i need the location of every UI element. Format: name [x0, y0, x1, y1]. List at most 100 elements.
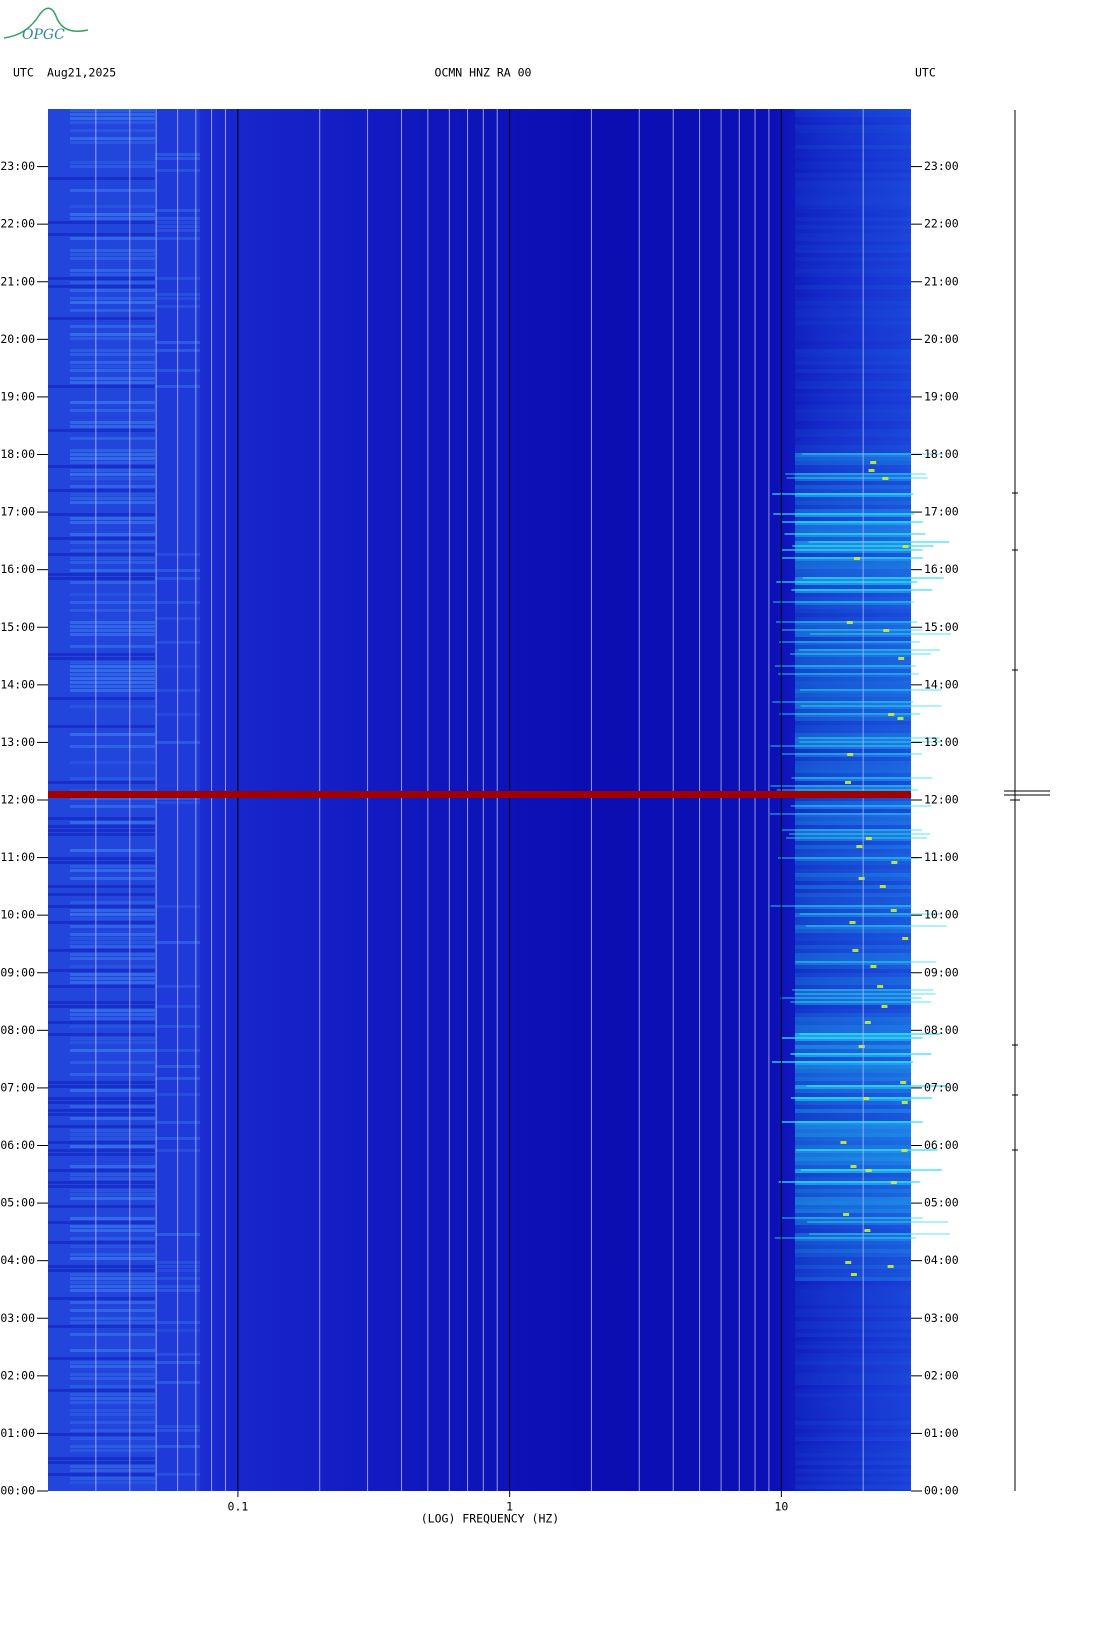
texture-noise [795, 733, 911, 737]
texture-noise [795, 1225, 911, 1229]
texture-hotspot [891, 861, 898, 864]
texture-noise [795, 165, 911, 169]
texture-hotspot [843, 1213, 850, 1216]
texture-noise [795, 957, 911, 961]
texture-hotspot [849, 921, 856, 924]
texture-noise [772, 601, 914, 603]
texture-noise [795, 313, 911, 317]
texture-noise [795, 1349, 911, 1353]
texture-noise [791, 777, 933, 779]
texture-stripe [70, 369, 155, 372]
texture-stripe [70, 933, 155, 936]
texture-noise [795, 1333, 911, 1337]
y-tick-label: 02:00 [0, 1368, 35, 1382]
texture-hotspot [902, 545, 909, 548]
texture-stripe [48, 1297, 155, 1300]
texture-noise [795, 1421, 911, 1425]
texture-stripe [70, 1361, 155, 1364]
texture-noise [795, 1481, 911, 1485]
texture-hotspot [868, 469, 875, 472]
texture-noise [795, 853, 911, 857]
texture-stripe [70, 449, 155, 452]
texture-noise [795, 213, 911, 217]
texture-noise [795, 1305, 911, 1309]
texture-noise [795, 341, 911, 345]
texture-stripe [70, 669, 155, 672]
texture-noise [795, 185, 911, 189]
texture-stripe [70, 1073, 155, 1076]
texture-noise [795, 421, 911, 425]
texture-noise [795, 1429, 911, 1433]
texture-stripe [70, 1429, 155, 1432]
texture-noise [795, 633, 911, 637]
texture-stripe [70, 121, 155, 124]
texture-noise [795, 1237, 911, 1241]
texture-noise [778, 857, 920, 859]
texture-noise [795, 321, 911, 325]
texture-stripe [48, 537, 155, 540]
texture-noise [795, 1409, 911, 1413]
texture-noise [795, 1317, 911, 1321]
texture-noise [795, 1433, 911, 1437]
texture-noise [795, 1241, 911, 1245]
y-tick-label: 15:00 [0, 620, 35, 634]
texture-noise [795, 1325, 911, 1329]
texture-noise [795, 1469, 911, 1473]
texture-noise [795, 365, 911, 369]
texture-stripe [70, 1133, 155, 1136]
texture-noise [795, 505, 911, 509]
texture-stripe [70, 561, 155, 564]
texture-stripe [70, 113, 155, 116]
texture-stripe [48, 1457, 155, 1460]
texture-stripe [70, 281, 155, 284]
texture-stripe [70, 1385, 155, 1388]
texture-noise [795, 205, 911, 209]
texture-stripe [70, 1041, 155, 1044]
texture-noise [795, 113, 911, 117]
texture-noise [795, 1249, 911, 1253]
texture-noise [795, 629, 911, 633]
texture-noise [795, 433, 911, 437]
texture-noise [770, 785, 912, 787]
texture-noise [795, 437, 911, 441]
texture-noise [795, 225, 911, 229]
texture-hotspot [890, 909, 897, 912]
texture-noise [795, 1101, 911, 1105]
texture-noise [795, 401, 911, 405]
texture-stripe [70, 581, 155, 584]
texture-noise [795, 889, 911, 893]
texture-noise [795, 461, 911, 465]
texture-noise [795, 281, 911, 285]
texture-noise [789, 653, 931, 655]
texture-noise [795, 393, 911, 397]
texture-stripe [70, 681, 155, 684]
texture-stripe [48, 429, 155, 432]
texture-stripe [70, 745, 155, 748]
texture-hotspot [897, 717, 904, 720]
texture-noise [795, 1353, 911, 1357]
y-tick-label: 19:00 [924, 389, 959, 403]
texture-noise [795, 745, 911, 749]
texture-stripe [48, 177, 155, 180]
texture-stripe [70, 1105, 155, 1108]
texture-noise [795, 217, 911, 221]
texture-noise [795, 465, 911, 469]
texture-noise [795, 813, 911, 817]
texture-hotspot [850, 1273, 857, 1276]
texture-stripe [70, 917, 155, 920]
texture-noise [795, 765, 911, 769]
texture-noise [795, 1473, 911, 1477]
texture-noise [796, 1149, 938, 1151]
texture-noise [795, 769, 911, 773]
y-tick-label: 14:00 [924, 677, 959, 691]
texture-stripe [48, 817, 155, 820]
texture-noise [795, 1133, 911, 1137]
texture-noise [795, 833, 911, 837]
texture-noise [795, 1405, 911, 1409]
y-tick-label: 18:00 [924, 447, 959, 461]
texture-noise [795, 409, 911, 413]
texture-stripe [70, 733, 155, 736]
texture-stripe [70, 557, 155, 560]
texture-stripe [70, 377, 155, 380]
texture-noise [795, 873, 911, 877]
